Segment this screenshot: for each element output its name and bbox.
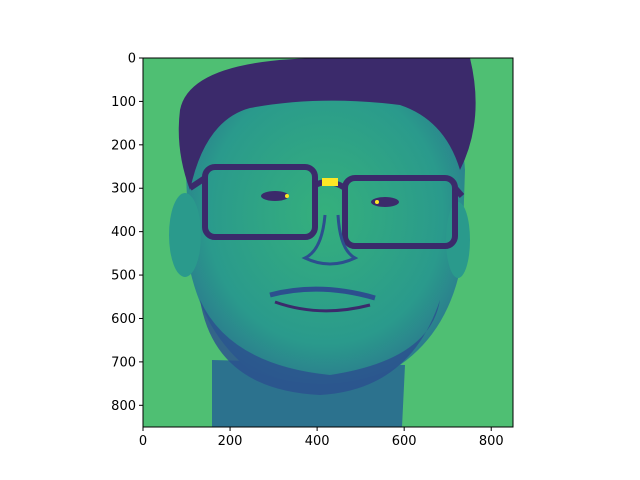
eye-left xyxy=(261,191,289,201)
x-tick-label: 600 xyxy=(392,434,417,449)
y-tick-label: 800 xyxy=(111,399,136,414)
y-tick-label: 0 xyxy=(128,52,136,67)
ear-left xyxy=(169,193,201,277)
eye-left-glint xyxy=(285,194,289,198)
x-tick-label: 400 xyxy=(305,434,330,449)
y-tick-label: 500 xyxy=(111,269,136,284)
y-tick-label: 600 xyxy=(111,312,136,327)
y-tick-label: 200 xyxy=(111,138,136,153)
y-tick-label: 400 xyxy=(111,225,136,240)
image-area xyxy=(143,58,513,427)
y-tick-label: 300 xyxy=(111,182,136,197)
x-axis: 0 200 400 600 800 xyxy=(139,427,504,449)
x-tick-label: 200 xyxy=(218,434,243,449)
x-tick-label: 800 xyxy=(479,434,504,449)
y-tick-label: 700 xyxy=(111,355,136,370)
glasses-bridge-highlight xyxy=(322,178,338,186)
y-tick-label: 100 xyxy=(111,95,136,110)
x-tick-label: 0 xyxy=(139,434,147,449)
eye-right-glint xyxy=(375,200,379,204)
y-axis: 0 100 200 300 400 500 600 700 800 xyxy=(111,52,143,414)
